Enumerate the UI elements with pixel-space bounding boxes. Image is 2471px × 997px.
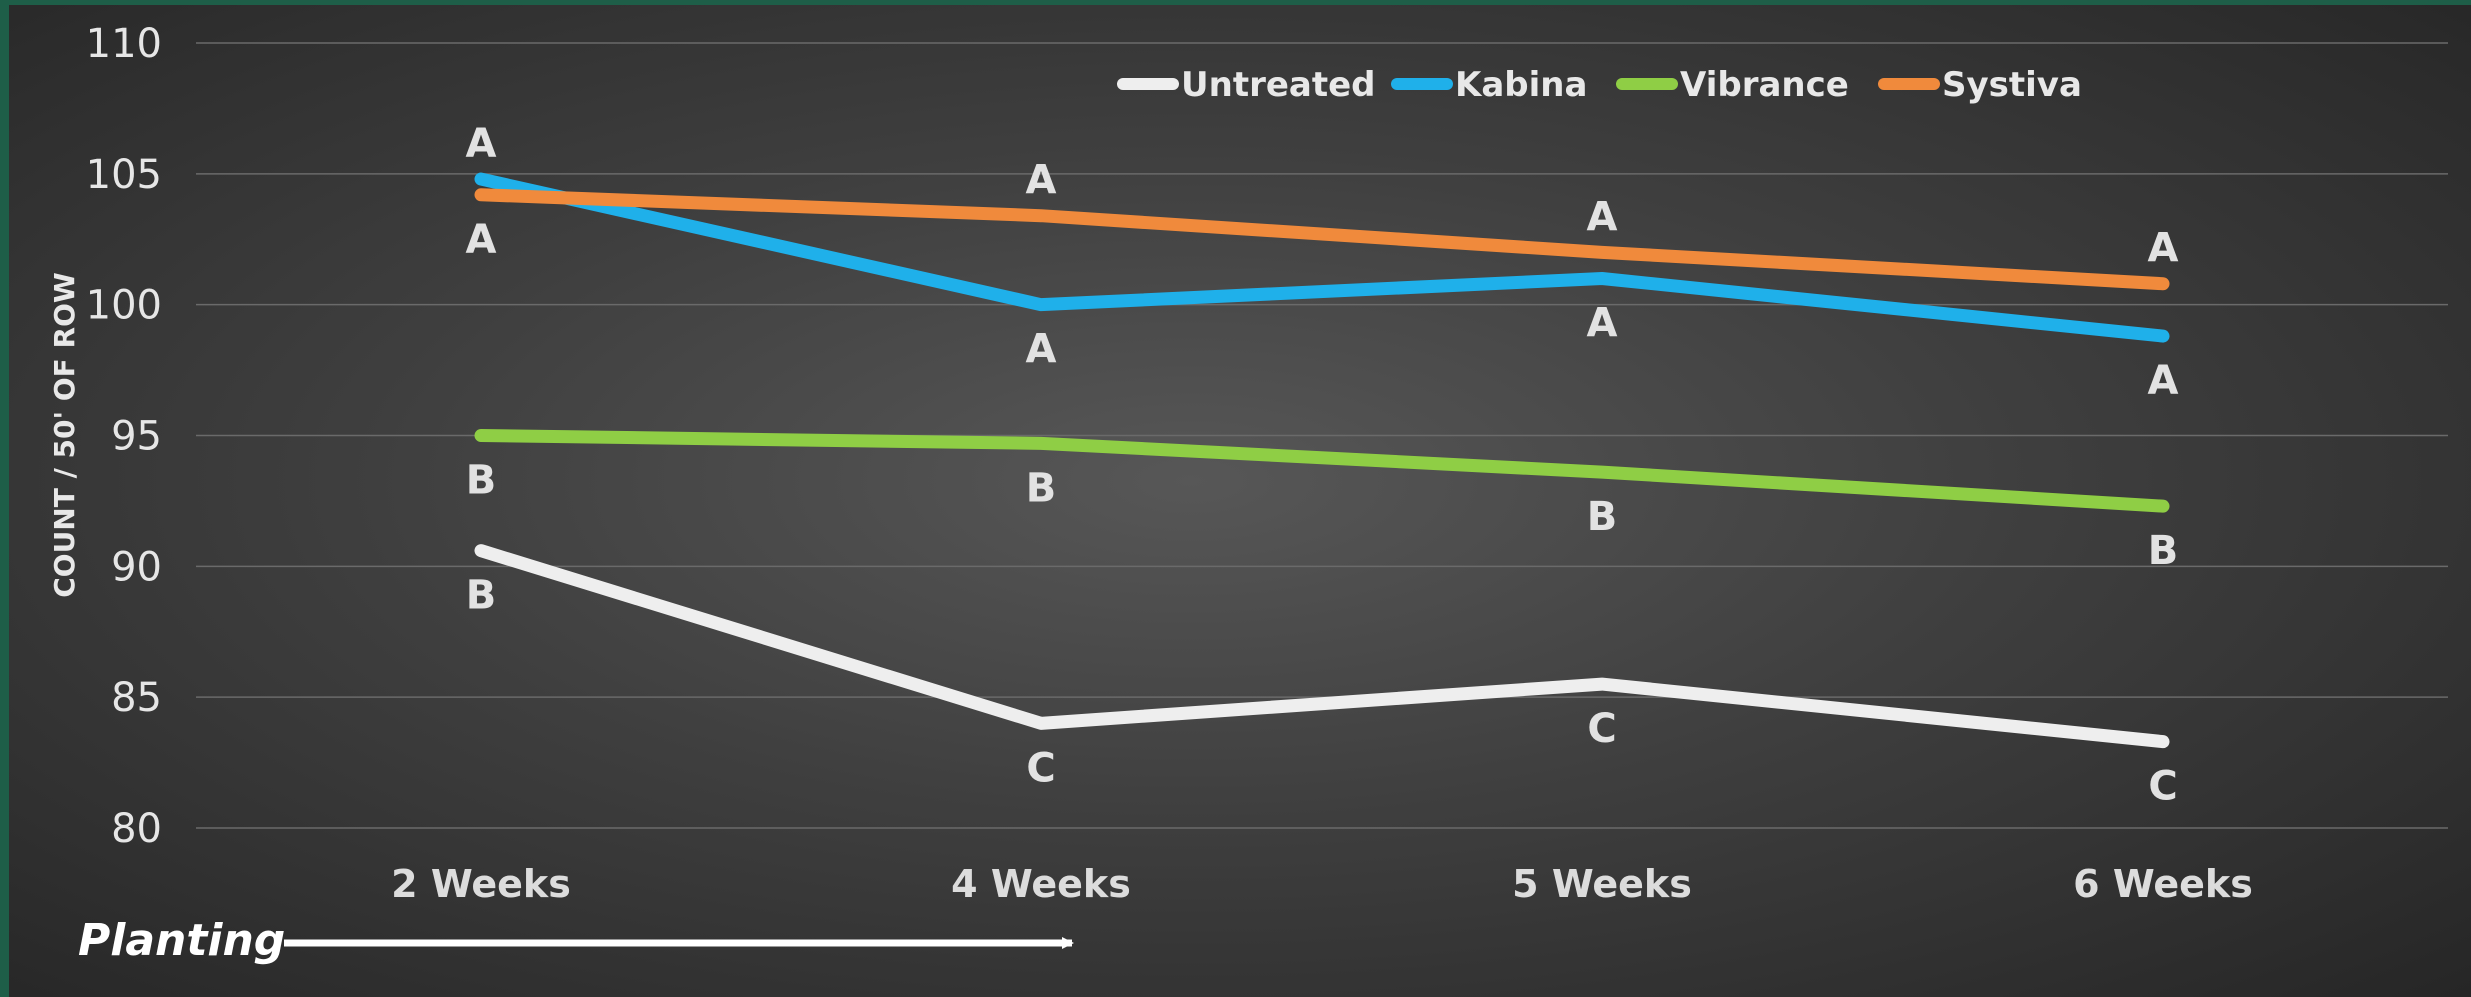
x-tick-label: 5 Weeks: [1512, 862, 1692, 906]
significance-letter-systiva: A: [1587, 194, 1618, 240]
significance-letter-kabina: A: [2148, 358, 2179, 404]
significance-letter-kabina: A: [1587, 301, 1618, 347]
significance-letter-vibrance: B: [2148, 528, 2179, 574]
significance-letter-untreated: C: [1026, 745, 1055, 791]
significance-letter-vibrance: B: [466, 458, 497, 504]
x-tick-label: 2 Weeks: [391, 862, 571, 906]
y-axis-ticks: 80 85 90 95 100 105 110: [86, 21, 162, 852]
significance-letter-untreated: C: [1587, 706, 1616, 752]
y-tick-label: 100: [86, 283, 162, 329]
significance-letter-systiva: A: [466, 217, 497, 263]
significance-letter-systiva: A: [1026, 158, 1057, 204]
y-tick-label: 105: [86, 152, 162, 198]
gridlines: [196, 42, 2448, 829]
legend-label-systiva: Systiva: [1942, 65, 2082, 105]
series-lines: [474, 172, 2170, 749]
y-tick-label: 90: [111, 544, 162, 590]
significance-letter-systiva: A: [2148, 226, 2179, 272]
significance-letter-untreated: B: [466, 573, 497, 619]
legend-label-kabina: Kabina: [1455, 65, 1587, 105]
x-tick-label: 4 Weeks: [951, 862, 1131, 906]
planting-label: Planting: [78, 915, 285, 966]
y-tick-label: 95: [111, 414, 162, 460]
legend-label-vibrance: Vibrance: [1680, 65, 1849, 105]
significance-letters: B C C C A A A A B B B B A A A A: [466, 121, 2179, 810]
significance-letter-kabina: A: [466, 121, 497, 167]
significance-letter-untreated: C: [2148, 764, 2177, 810]
significance-letter-vibrance: B: [1026, 465, 1057, 511]
x-tick-label: 6 Weeks: [2073, 862, 2253, 906]
x-axis-ticks: 2 Weeks 4 Weeks 5 Weeks 6 Weeks: [391, 862, 2253, 906]
series-line-vibrance: [474, 429, 2170, 513]
series-line-untreated: [474, 544, 2170, 749]
y-tick-label: 110: [86, 21, 162, 67]
legend: Untreated Kabina Vibrance Systiva: [1117, 65, 2082, 105]
y-tick-label: 85: [111, 675, 162, 721]
series-line-kabina: [474, 172, 2170, 343]
y-tick-label: 80: [111, 806, 162, 852]
series-line-systiva: [474, 188, 2170, 291]
significance-letter-kabina: A: [1026, 327, 1057, 373]
y-axis-label: COUNT / 50' OF ROW: [48, 272, 81, 598]
significance-letter-vibrance: B: [1587, 494, 1618, 540]
legend-label-untreated: Untreated: [1181, 65, 1376, 105]
